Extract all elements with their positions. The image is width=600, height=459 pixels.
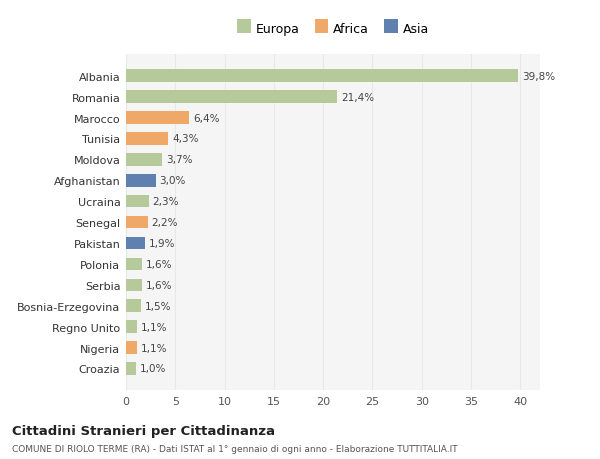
Bar xyxy=(126,300,141,312)
Text: 1,0%: 1,0% xyxy=(140,364,166,374)
Text: 2,3%: 2,3% xyxy=(152,197,179,207)
Bar xyxy=(126,196,149,208)
Bar xyxy=(126,258,142,271)
Bar xyxy=(126,133,169,146)
Bar xyxy=(126,341,137,354)
Bar xyxy=(126,91,337,104)
Text: 21,4%: 21,4% xyxy=(341,92,374,102)
Text: 1,6%: 1,6% xyxy=(146,259,172,269)
Text: 1,9%: 1,9% xyxy=(149,239,175,248)
Text: 3,7%: 3,7% xyxy=(166,155,193,165)
Text: 1,5%: 1,5% xyxy=(145,301,171,311)
Bar xyxy=(126,112,189,124)
Text: 2,2%: 2,2% xyxy=(152,218,178,228)
Text: 6,4%: 6,4% xyxy=(193,113,220,123)
Text: 1,6%: 1,6% xyxy=(146,280,172,290)
Text: COMUNE DI RIOLO TERME (RA) - Dati ISTAT al 1° gennaio di ogni anno - Elaborazion: COMUNE DI RIOLO TERME (RA) - Dati ISTAT … xyxy=(12,444,458,453)
Text: 39,8%: 39,8% xyxy=(522,72,556,82)
Bar xyxy=(126,279,142,291)
Bar xyxy=(126,70,518,83)
Bar xyxy=(126,154,163,166)
Legend: Europa, Africa, Asia: Europa, Africa, Asia xyxy=(232,18,434,41)
Text: 1,1%: 1,1% xyxy=(141,343,167,353)
Text: Cittadini Stranieri per Cittadinanza: Cittadini Stranieri per Cittadinanza xyxy=(12,424,275,437)
Bar xyxy=(126,363,136,375)
Bar xyxy=(126,216,148,229)
Text: 3,0%: 3,0% xyxy=(160,176,186,186)
Bar xyxy=(126,174,155,187)
Bar xyxy=(126,321,137,333)
Text: 1,1%: 1,1% xyxy=(141,322,167,332)
Bar xyxy=(126,237,145,250)
Text: 4,3%: 4,3% xyxy=(172,134,199,144)
